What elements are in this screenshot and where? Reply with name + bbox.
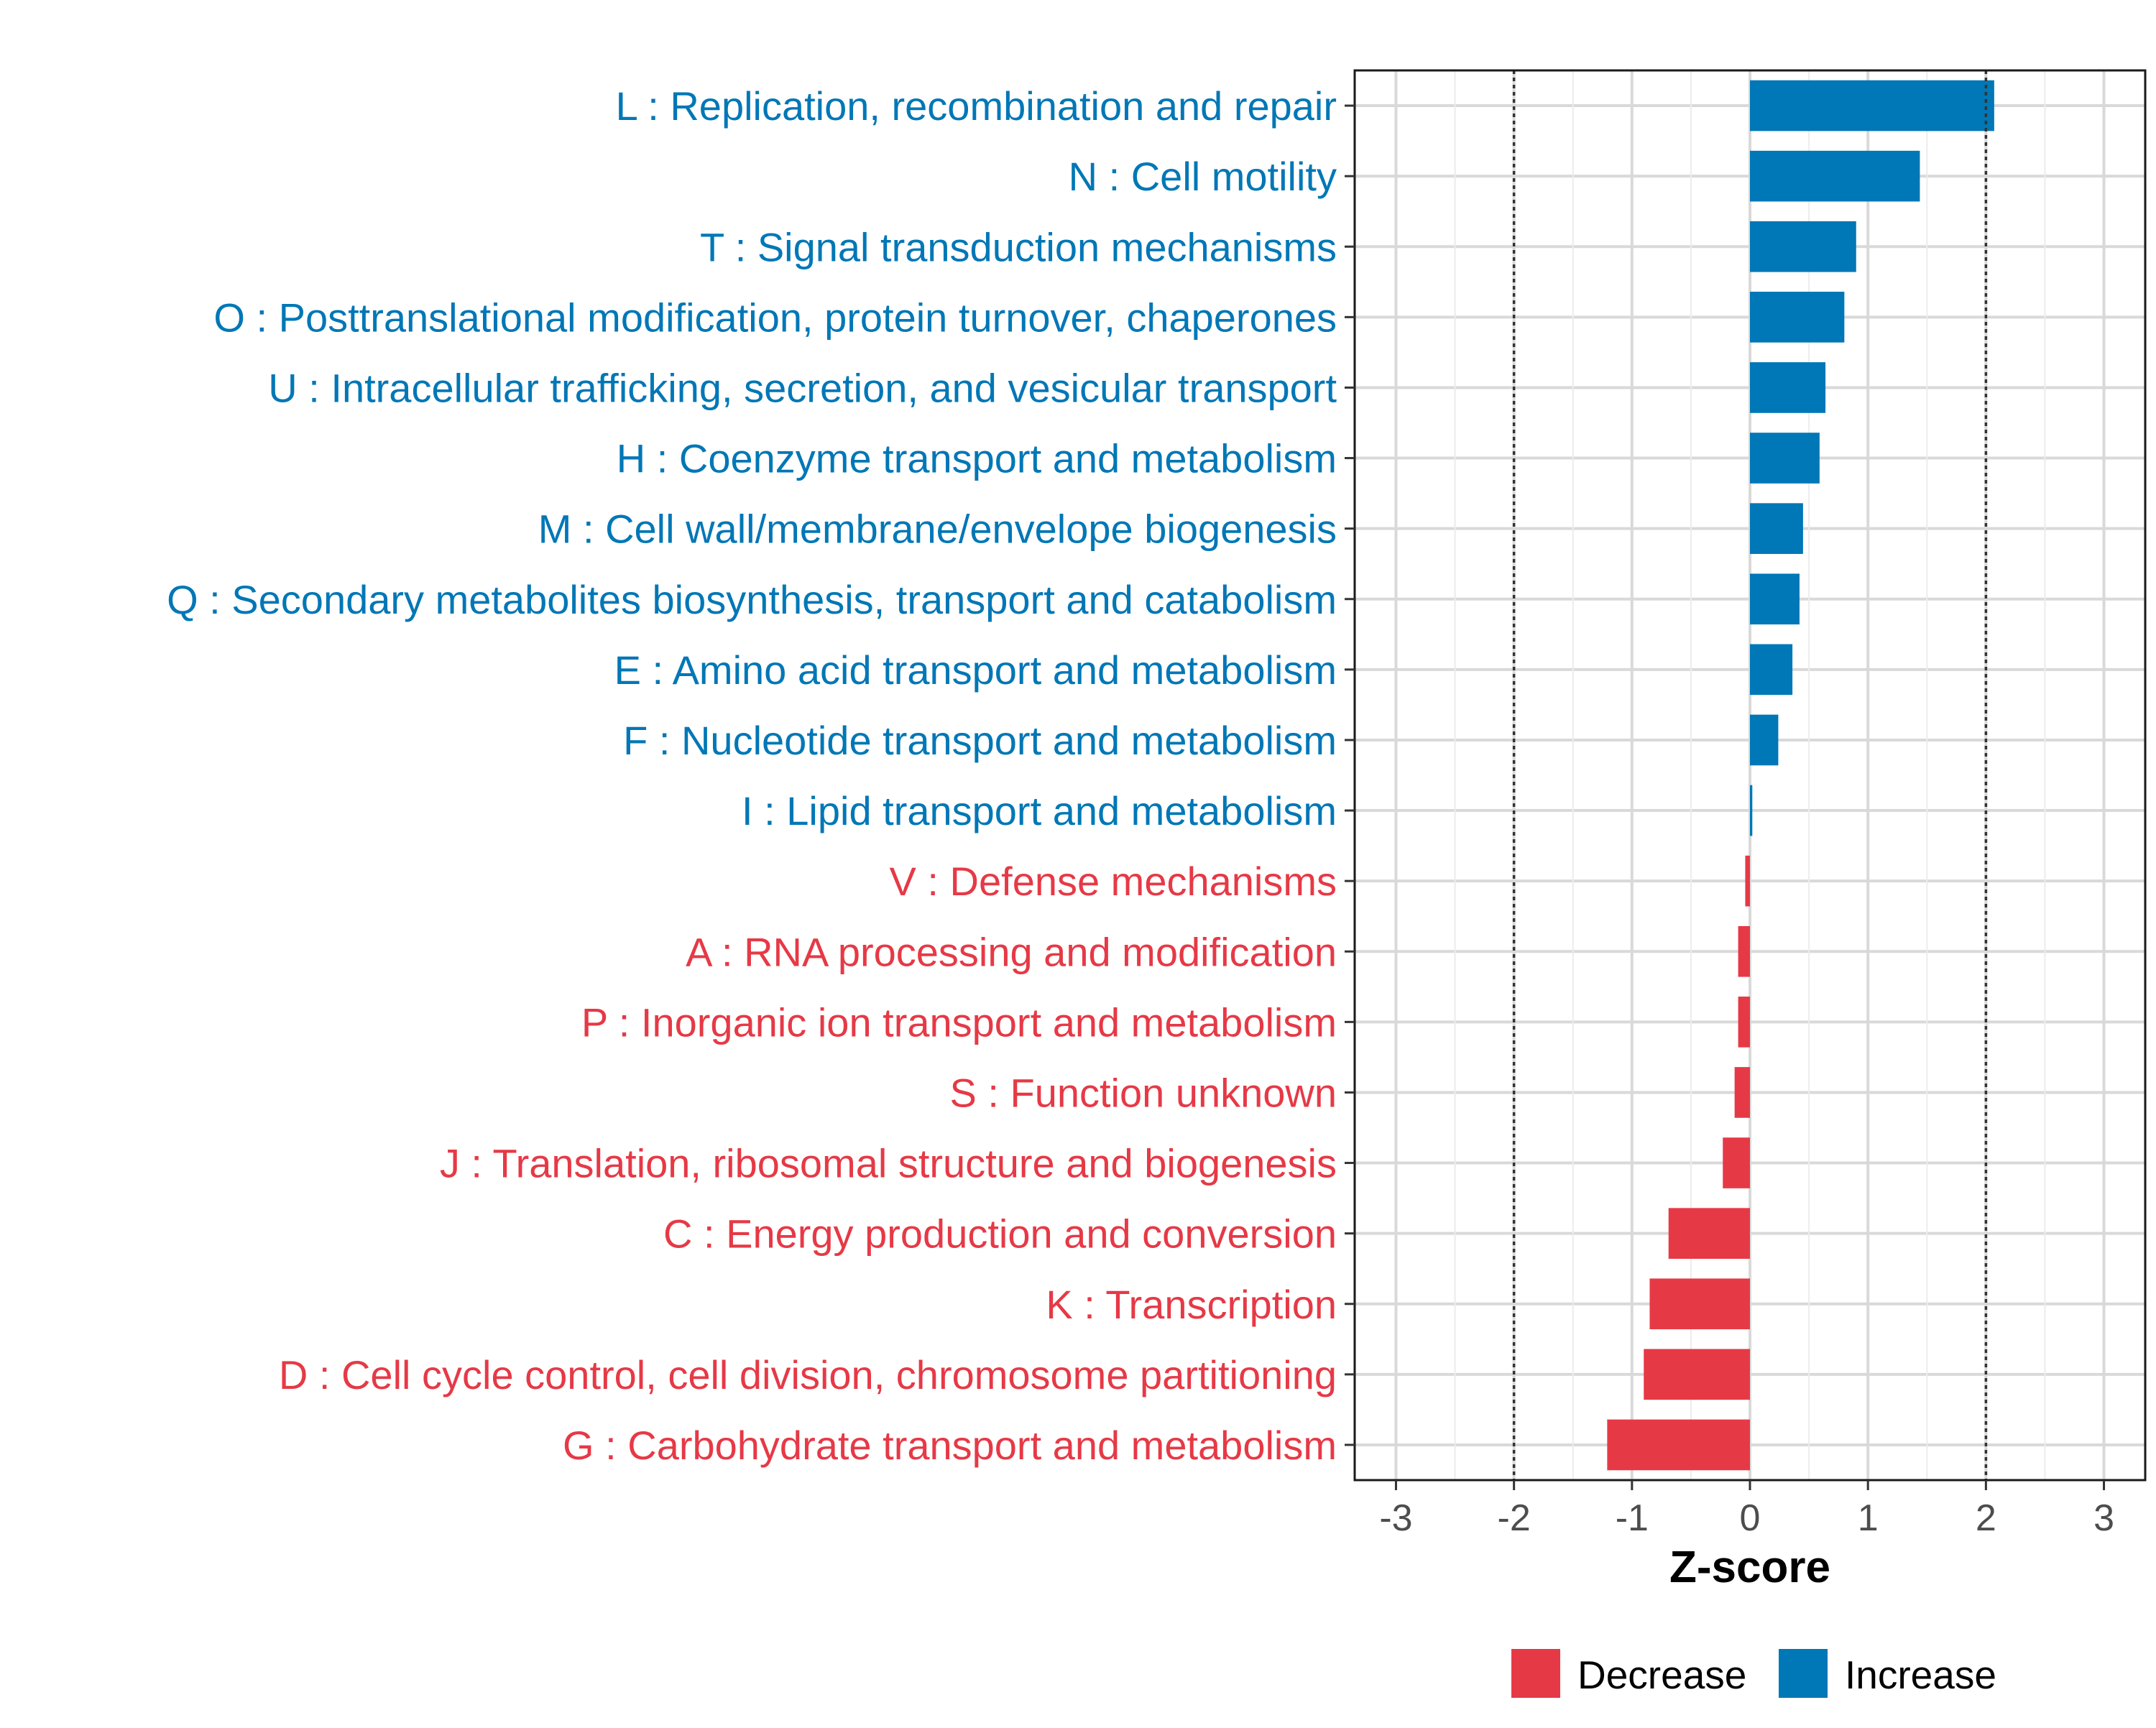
threshold-layer bbox=[1512, 70, 1988, 1480]
category-label: Q : Secondary metabolites biosynthesis, … bbox=[167, 577, 1337, 622]
bar-g bbox=[1607, 1419, 1750, 1471]
category-label: J : Translation, ribosomal structure and… bbox=[440, 1141, 1337, 1186]
category-label: F : Nucleotide transport and metabolism bbox=[623, 718, 1337, 763]
legend-swatch-decrease bbox=[1511, 1649, 1560, 1698]
bar-a bbox=[1738, 925, 1750, 977]
category-label: O : Posttranslational modification, prot… bbox=[213, 295, 1337, 340]
category-label: K : Transcription bbox=[1046, 1282, 1337, 1327]
bar-layer bbox=[1607, 80, 1994, 1471]
x-tick-label: -3 bbox=[1379, 1497, 1412, 1539]
x-tick-label: 1 bbox=[1858, 1497, 1879, 1539]
category-label: S : Function unknown bbox=[949, 1070, 1337, 1115]
bar-v bbox=[1745, 855, 1750, 907]
bar-k bbox=[1649, 1278, 1750, 1330]
legend-label-increase: Increase bbox=[1845, 1653, 1996, 1697]
x-axis-title: Z-score bbox=[1669, 1543, 1830, 1592]
legend-swatch-increase bbox=[1779, 1649, 1828, 1698]
category-label: V : Defense mechanisms bbox=[890, 859, 1337, 904]
category-label: M : Cell wall/membrane/envelope biogenes… bbox=[538, 507, 1337, 552]
bar-e bbox=[1750, 644, 1793, 696]
bar-o bbox=[1750, 292, 1845, 343]
x-tick-label: 0 bbox=[1740, 1497, 1761, 1539]
bar-p bbox=[1738, 997, 1750, 1048]
category-label: A : RNA processing and modification bbox=[686, 929, 1337, 974]
bar-t bbox=[1750, 221, 1856, 272]
category-label: C : Energy production and conversion bbox=[663, 1211, 1337, 1257]
x-tick-label: -1 bbox=[1616, 1497, 1649, 1539]
bar-u bbox=[1750, 362, 1826, 413]
bar-f bbox=[1750, 714, 1779, 766]
bar-q bbox=[1750, 573, 1800, 625]
x-tick-label: -2 bbox=[1498, 1497, 1531, 1539]
bar-h bbox=[1750, 433, 1820, 484]
category-label: T : Signal transduction mechanisms bbox=[700, 224, 1337, 269]
x-tick-label: 3 bbox=[2093, 1497, 2114, 1539]
bar-l bbox=[1750, 80, 1994, 131]
category-label: E : Amino acid transport and metabolism bbox=[614, 647, 1337, 693]
category-label: L : Replication, recombination and repai… bbox=[616, 83, 1337, 129]
category-label: D : Cell cycle control, cell division, c… bbox=[279, 1352, 1337, 1397]
bar-m bbox=[1750, 503, 1803, 554]
bar-c bbox=[1668, 1208, 1750, 1259]
bar-s bbox=[1734, 1067, 1750, 1118]
bar-j bbox=[1723, 1137, 1750, 1188]
legend-label-decrease: Decrease bbox=[1577, 1653, 1746, 1697]
category-label: G : Carbohydrate transport and metabolis… bbox=[563, 1423, 1337, 1468]
category-label: H : Coenzyme transport and metabolism bbox=[617, 436, 1337, 481]
bar-n bbox=[1750, 150, 1920, 202]
category-labels: L : Replication, recombination and repai… bbox=[167, 83, 1337, 1468]
category-label: U : Intracellular trafficking, secretion… bbox=[268, 365, 1337, 410]
bar-i bbox=[1750, 785, 1753, 836]
x-tick-label: 2 bbox=[1976, 1497, 1996, 1539]
legend: Decrease Increase bbox=[1511, 1649, 1996, 1698]
category-label: N : Cell motility bbox=[1069, 154, 1337, 199]
category-label: P : Inorganic ion transport and metaboli… bbox=[581, 999, 1337, 1045]
category-label: I : Lipid transport and metabolism bbox=[742, 788, 1337, 833]
axis-layer: -3 -2 -1 0 1 2 3 bbox=[1345, 104, 2114, 1539]
bar-d bbox=[1644, 1349, 1750, 1400]
